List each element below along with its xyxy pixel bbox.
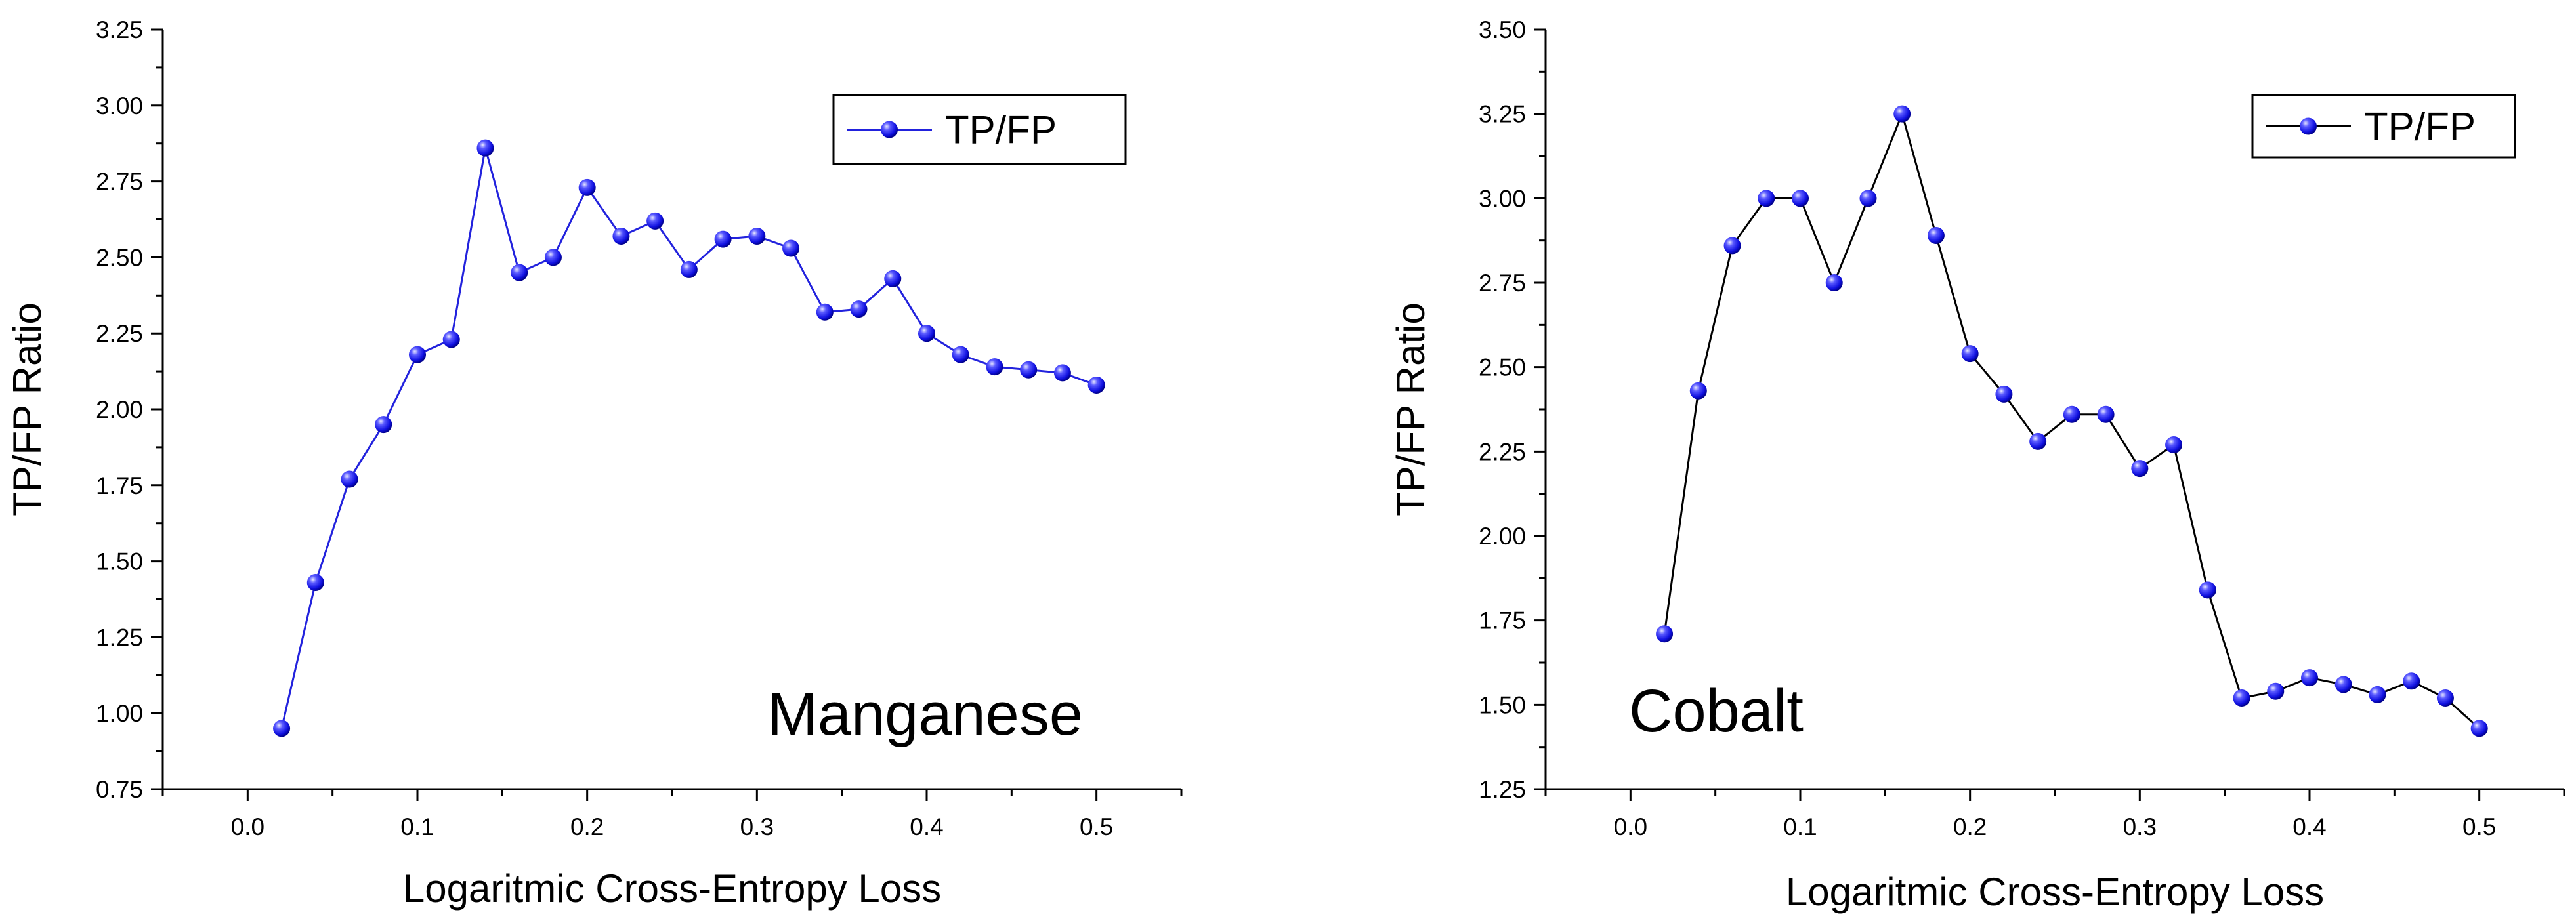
data-point (1859, 190, 1877, 207)
data-point (1689, 382, 1707, 400)
chart-annotation: Cobalt (1629, 678, 1804, 745)
x-tick-label: 0.2 (1953, 813, 1987, 840)
data-point (680, 260, 698, 278)
data-point (2369, 686, 2386, 703)
series-line (280, 148, 1097, 729)
data-point (2233, 689, 2250, 707)
y-tick-label: 3.00 (96, 92, 143, 119)
y-tick-label: 3.25 (96, 16, 143, 43)
y-tick-label: 2.00 (96, 396, 143, 423)
x-tick-label: 0.5 (1080, 813, 1113, 840)
x-tick-label: 0.3 (2123, 813, 2157, 840)
x-axis-title: Logaritmic Cross-Entropy Loss (403, 867, 941, 911)
x-tick-label: 0.1 (1783, 813, 1817, 840)
y-tick-label: 0.75 (96, 776, 143, 803)
data-point (884, 270, 902, 287)
x-tick-label: 0.3 (740, 813, 774, 840)
data-point (2199, 581, 2216, 599)
data-point (375, 416, 392, 434)
data-point (952, 346, 969, 363)
y-tick-label: 1.25 (96, 624, 143, 651)
x-tick-label: 0.1 (400, 813, 434, 840)
data-point (2334, 676, 2352, 693)
y-tick-label: 2.75 (1479, 270, 1526, 297)
data-point (442, 331, 460, 348)
data-point (782, 239, 800, 257)
data-point (1825, 274, 1843, 291)
data-point (2097, 405, 2115, 423)
y-tick-label: 2.25 (96, 320, 143, 347)
data-point (1053, 364, 1071, 382)
data-point (511, 264, 528, 281)
x-axis-title: Logaritmic Cross-Entropy Loss (1786, 870, 2324, 914)
data-point (986, 358, 1003, 376)
x-tick-label: 0.5 (2462, 813, 2496, 840)
legend-label: TP/FP (2364, 105, 2476, 149)
data-point (341, 470, 358, 488)
y-tick-label: 1.25 (1479, 776, 1526, 803)
y-tick-label: 2.75 (96, 169, 143, 195)
y-tick-label: 1.75 (1479, 607, 1526, 634)
data-point (273, 720, 291, 737)
data-point (816, 303, 834, 321)
data-point (1656, 625, 1674, 643)
y-axis-title: TP/FP Ratio (5, 302, 49, 516)
y-tick-label: 3.00 (1479, 185, 1526, 212)
y-tick-label: 1.50 (96, 548, 143, 575)
data-point (2131, 460, 2149, 478)
x-tick-label: 0.2 (570, 813, 604, 840)
data-point (306, 574, 324, 592)
data-point (748, 227, 766, 245)
x-tick-label: 0.0 (231, 813, 264, 840)
legend-marker (881, 121, 898, 138)
data-point (714, 230, 732, 248)
x-tick-label: 0.4 (2292, 813, 2326, 840)
data-point (2165, 436, 2183, 454)
y-tick-label: 2.25 (1479, 438, 1526, 465)
data-point (409, 346, 426, 363)
legend-label: TP/FP (945, 108, 1057, 152)
data-point (1961, 345, 1979, 363)
data-point (476, 139, 494, 157)
x-tick-label: 0.0 (1614, 813, 1647, 840)
data-point (1995, 385, 2013, 403)
data-point (2470, 720, 2488, 737)
data-point (918, 325, 935, 342)
y-axis-title: TP/FP Ratio (1389, 302, 1433, 516)
data-point (2063, 405, 2080, 423)
y-tick-label: 3.25 (1479, 101, 1526, 128)
data-point (1927, 226, 1945, 244)
data-point (2436, 689, 2454, 707)
y-tick-label: 3.50 (1479, 16, 1526, 43)
data-point (646, 212, 664, 230)
data-point (2029, 432, 2047, 450)
x-tick-label: 0.4 (910, 813, 943, 840)
data-point (578, 178, 596, 196)
data-point (1792, 190, 1809, 207)
y-tick-label: 2.50 (1479, 354, 1526, 381)
data-point (2403, 672, 2420, 690)
data-point (1758, 190, 1775, 207)
chart-2: 1.25 1.50 1.75 2.00 2.25 2.50 2.75 3.00 3.25 3.50… (1389, 16, 2565, 914)
data-point (850, 300, 868, 318)
chart-annotation: Manganese (767, 681, 1083, 748)
y-tick-label: 1.00 (96, 700, 143, 727)
chart-1: 0.75 1.00 1.25 1.50 1.75 2.00 2.25 2.50 2.75 3.00… (5, 16, 1183, 911)
data-point (1087, 376, 1105, 394)
legend-marker (2300, 117, 2317, 135)
data-point (2267, 682, 2285, 700)
y-tick-label: 1.50 (1479, 691, 1526, 718)
data-point (1020, 361, 1038, 379)
data-point (612, 227, 630, 245)
data-point (544, 249, 562, 266)
data-point (1893, 105, 1911, 123)
y-tick-label: 2.00 (1479, 523, 1526, 550)
y-tick-label: 1.75 (96, 472, 143, 499)
data-point (1723, 237, 1741, 255)
y-tick-label: 2.50 (96, 244, 143, 271)
data-point (2301, 669, 2318, 687)
